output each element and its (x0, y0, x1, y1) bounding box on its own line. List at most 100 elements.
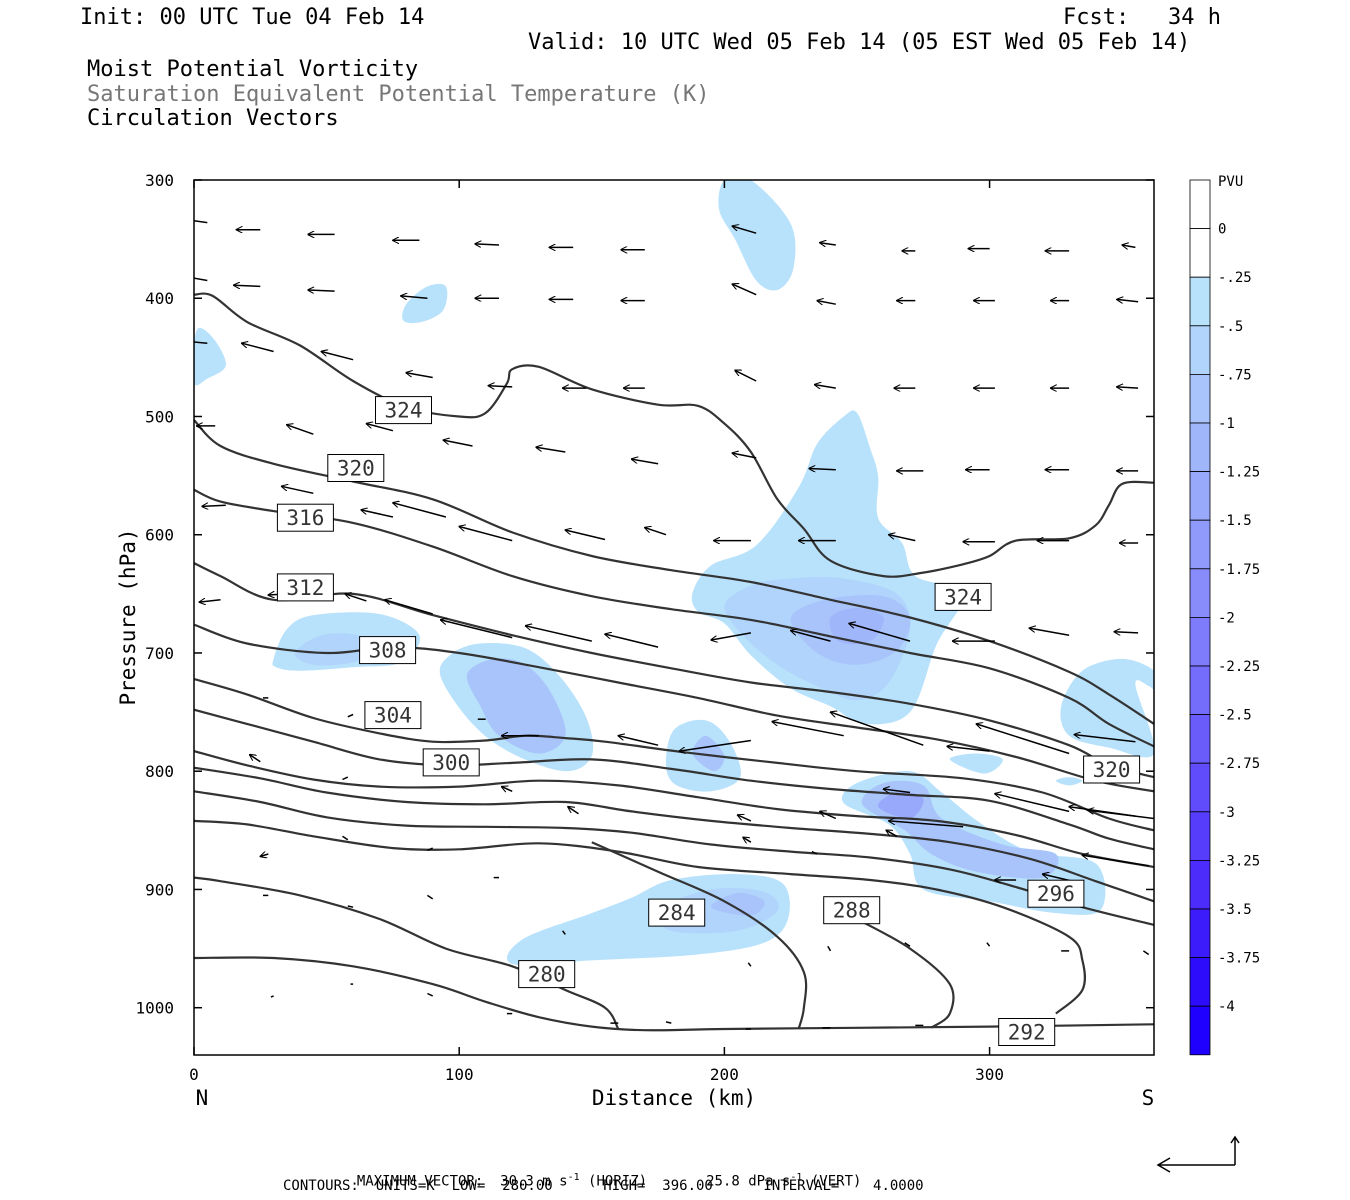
forecast-label: Fcst: (1063, 5, 1130, 30)
x-axis-title: Distance (km) (592, 1086, 756, 1110)
circulation-vector (475, 244, 500, 245)
svg-text:316: 316 (286, 506, 324, 530)
x-tick-label: 200 (710, 1065, 739, 1084)
svg-text:284: 284 (658, 901, 696, 925)
pv-region (949, 753, 1003, 774)
circulation-vector (345, 594, 367, 602)
contour-label: 284 (648, 898, 706, 927)
circulation-vector (459, 527, 513, 542)
contour-info: CONTOURS: UNITS=K LOW= 280.00 HIGH= 396.… (283, 1178, 924, 1194)
circulation-vector (565, 530, 606, 541)
circulation-vector (738, 815, 752, 822)
circulation-vector (427, 847, 433, 852)
pv-region (294, 633, 380, 666)
colorbar-swatch (1189, 957, 1211, 1007)
colorbar-tick-label: -2.25 (1218, 659, 1260, 675)
svg-text:296: 296 (1037, 882, 1075, 906)
x-tick-label: 100 (445, 1065, 474, 1084)
isentrope-line (591, 841, 808, 1030)
circulation-vector (502, 787, 513, 792)
circulation-vector (849, 623, 911, 642)
circulation-vector (711, 632, 752, 640)
circulation-vector (287, 425, 314, 435)
contour-label: 296 (1027, 879, 1085, 908)
circulation-vector (747, 962, 752, 967)
circulation-vector (199, 600, 221, 602)
colorbar-tick-label: -3 (1218, 805, 1235, 821)
circulation-vector (401, 296, 428, 298)
colorbar-tick-label: -2.5 (1218, 708, 1252, 724)
circulation-vector (308, 290, 335, 291)
colorbar-swatch (1189, 811, 1211, 861)
svg-text:300: 300 (432, 751, 470, 775)
plot-frame (193, 179, 1155, 1056)
circulation-vector (393, 503, 447, 518)
y-tick-label: 300 (145, 171, 174, 190)
pv-region (877, 792, 924, 819)
circulation-vectors (194, 220, 1154, 1030)
colorbar-tick-label: -1 (1218, 416, 1235, 432)
svg-text:320: 320 (337, 457, 375, 481)
y-tick-label: 600 (145, 526, 174, 545)
circulation-vector (194, 341, 208, 344)
colorbar-swatch (1189, 471, 1211, 521)
colorbar-swatch (1189, 179, 1211, 229)
circulation-vector (732, 226, 757, 234)
contour-label: 288 (823, 896, 881, 925)
pv-region (466, 658, 566, 754)
circulation-vector (1088, 810, 1154, 820)
circulation-vector (743, 837, 752, 842)
colorbar-tick-label: -1.5 (1218, 513, 1252, 529)
circulation-vector (1117, 299, 1139, 301)
contour-label: 280 (518, 960, 576, 989)
colorbar-tick-label: -.25 (1218, 270, 1252, 286)
circulation-vector (618, 736, 659, 746)
circulation-vector (605, 634, 659, 648)
circulation-vector (886, 830, 898, 837)
colorbar-tick-label: -3.25 (1218, 853, 1260, 869)
svg-text:280: 280 (528, 963, 566, 987)
circulation-vector (1117, 387, 1139, 388)
colorbar-swatch (1189, 228, 1211, 278)
circulation-vector (342, 835, 349, 841)
circulation-vector (815, 385, 836, 389)
isentrope-line (194, 292, 1154, 578)
pv-region (1055, 777, 1083, 786)
svg-text:304: 304 (374, 704, 412, 728)
colorbar-swatch (1189, 568, 1211, 618)
isentrope-contours (194, 292, 1154, 1032)
colorbar-tick-label: -1.75 (1218, 562, 1260, 578)
circulation-vector (1029, 628, 1070, 636)
colorbar-tick-label: 0 (1218, 222, 1226, 238)
pv-region (718, 180, 796, 291)
colorbar-tick-label: -3.75 (1218, 951, 1260, 967)
circulation-vector (242, 343, 274, 353)
colorbar-swatch (1189, 860, 1211, 910)
circulation-vector (427, 992, 434, 997)
colorbar-swatch (1189, 908, 1211, 958)
pv-shading (194, 180, 1154, 966)
circulation-vector (1074, 735, 1136, 743)
colorbar-swatch (1189, 714, 1211, 764)
circulation-vector (772, 722, 844, 737)
colorbar-tick-label: -.75 (1218, 367, 1252, 383)
circulation-vector (884, 789, 911, 793)
circulation-vector (366, 424, 394, 432)
circulation-vector (947, 746, 990, 752)
contour-label: 316 (276, 503, 334, 532)
colorbar-unit-label: PVU (1218, 174, 1243, 190)
isentrope-line (194, 419, 1154, 725)
svg-text:324: 324 (944, 585, 982, 609)
circulation-vector (441, 620, 513, 639)
circulation-vector (904, 942, 911, 947)
circulation-vector (270, 995, 274, 998)
y-tick-label: 700 (145, 644, 174, 663)
contour-label: 320 (327, 454, 385, 482)
circulation-vector (347, 905, 354, 908)
circulation-vector (194, 220, 208, 224)
isentrope-line (194, 708, 1154, 851)
circulation-vector (827, 945, 832, 952)
field-title-pv: Moist Potential Vorticity (87, 57, 419, 82)
circulation-vector (536, 447, 566, 453)
circulation-vector (202, 505, 226, 506)
